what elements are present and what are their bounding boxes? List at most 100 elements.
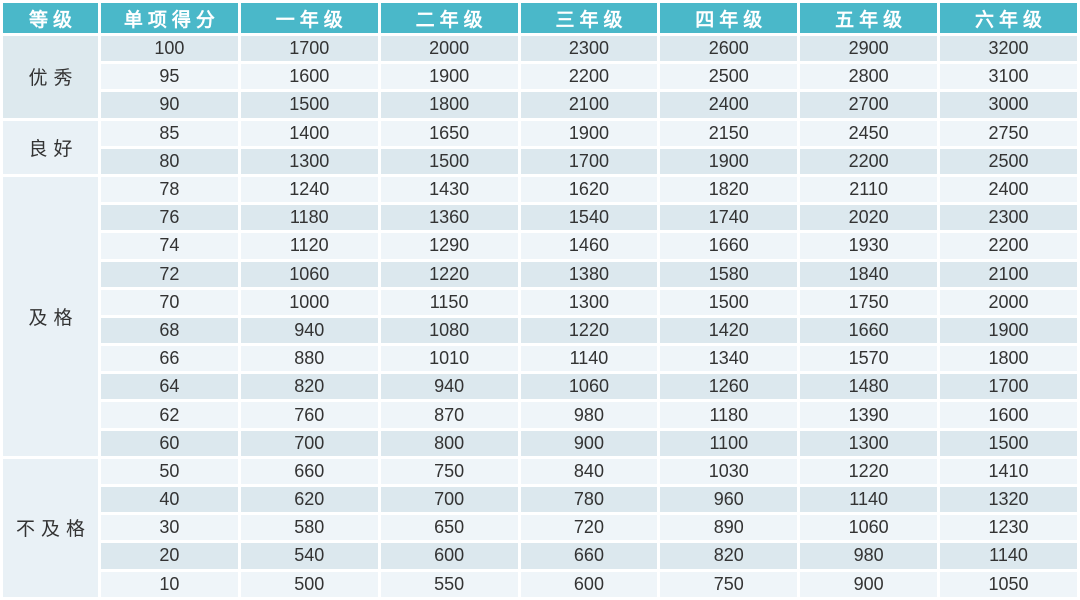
value-cell: 1900: [520, 120, 658, 146]
value-cell: 2750: [940, 120, 1077, 146]
table-row: 64 820 940 1060 1260 1480 1700: [3, 374, 1077, 400]
value-cell: 1700: [520, 148, 658, 174]
score-cell: 20: [101, 543, 238, 569]
table-row: 66 880 1010 1140 1340 1570 1800: [3, 346, 1077, 372]
value-cell: 660: [520, 543, 658, 569]
score-cell: 40: [101, 487, 238, 513]
value-cell: 660: [240, 458, 378, 484]
value-cell: 1410: [940, 458, 1077, 484]
value-cell: 900: [520, 430, 658, 456]
value-cell: 1800: [940, 346, 1077, 372]
value-cell: 1400: [240, 120, 378, 146]
value-cell: 1360: [380, 205, 518, 231]
column-header-5: 四年级: [660, 3, 798, 33]
value-cell: 550: [380, 571, 518, 597]
score-cell: 68: [101, 317, 238, 344]
value-cell: 1240: [240, 176, 378, 203]
value-cell: 820: [240, 374, 378, 400]
value-cell: 1340: [660, 346, 798, 372]
value-cell: 700: [380, 487, 518, 513]
column-header-7: 六年级: [940, 3, 1077, 33]
value-cell: 1600: [240, 64, 378, 90]
table-row: 优秀 100 1700 2000 2300 2600 2900 3200: [3, 36, 1077, 118]
value-cell: 1300: [240, 148, 378, 174]
value-cell: 1120: [240, 233, 378, 259]
score-cell: 10: [101, 571, 238, 597]
value-cell: 1460: [520, 233, 658, 259]
value-cell: 1700: [240, 36, 378, 62]
value-cell: 1030: [660, 458, 798, 484]
value-cell: 1500: [240, 92, 378, 118]
table-row: 良好 85 1400 1650 1900 2150 2450 2750: [3, 120, 1077, 174]
value-cell: 1840: [800, 261, 938, 287]
table-row: 70 1000 1150 1300 1500 1750 2000: [3, 289, 1077, 315]
score-cell: 62: [101, 402, 238, 428]
column-header-4: 三年级: [520, 3, 658, 33]
grade-label-cell: 良好: [3, 120, 98, 174]
table-row: 60 700 800 900 1100 1300 1500: [3, 430, 1077, 456]
value-cell: 2100: [940, 261, 1077, 287]
value-cell: 900: [800, 571, 938, 597]
table-row: 90 1500 1800 2100 2400 2700 3000: [3, 92, 1077, 118]
value-cell: 1700: [940, 374, 1077, 400]
value-cell: 750: [380, 458, 518, 484]
table-row: 80 1300 1500 1700 1900 2200 2500: [3, 148, 1077, 174]
column-header-6: 五年级: [800, 3, 938, 33]
value-cell: 1800: [380, 92, 518, 118]
value-cell: 1220: [800, 458, 938, 484]
value-cell: 1750: [800, 289, 938, 315]
score-cell: 100: [101, 36, 238, 62]
value-cell: 1930: [800, 233, 938, 259]
value-cell: 1260: [660, 374, 798, 400]
value-cell: 1420: [660, 317, 798, 344]
value-cell: 820: [660, 543, 798, 569]
value-cell: 1570: [800, 346, 938, 372]
value-cell: 1480: [800, 374, 938, 400]
value-cell: 540: [240, 543, 378, 569]
table-row: 20 540 600 660 820 980 1140: [3, 543, 1077, 569]
column-header-0: 等级: [3, 3, 98, 33]
value-cell: 1660: [660, 233, 798, 259]
value-cell: 1500: [940, 430, 1077, 456]
value-cell: 2300: [940, 205, 1077, 231]
value-cell: 1180: [660, 402, 798, 428]
table-row: 62 760 870 980 1180 1390 1600: [3, 402, 1077, 428]
value-cell: 2200: [520, 64, 658, 90]
value-cell: 1820: [660, 176, 798, 203]
value-cell: 960: [660, 487, 798, 513]
value-cell: 1300: [800, 430, 938, 456]
value-cell: 1900: [660, 148, 798, 174]
value-cell: 600: [380, 543, 518, 569]
table-row: 68 940 1080 1220 1420 1660 1900: [3, 317, 1077, 344]
value-cell: 1600: [940, 402, 1077, 428]
table-body: 优秀 100 1700 2000 2300 2600 2900 3200 95 1600 1900 2…: [3, 36, 1077, 597]
value-cell: 840: [520, 458, 658, 484]
value-cell: 2500: [940, 148, 1077, 174]
value-cell: 1650: [380, 120, 518, 146]
value-cell: 1390: [800, 402, 938, 428]
value-cell: 1320: [940, 487, 1077, 513]
score-cell: 66: [101, 346, 238, 372]
value-cell: 1900: [380, 64, 518, 90]
value-cell: 1740: [660, 205, 798, 231]
table-row: 及格 78 1240 1430 1620 1820 2110 2400: [3, 176, 1077, 456]
value-cell: 2200: [940, 233, 1077, 259]
value-cell: 2900: [800, 36, 938, 62]
value-cell: 3100: [940, 64, 1077, 90]
value-cell: 800: [380, 430, 518, 456]
table-row: 74 1120 1290 1460 1660 1930 2200: [3, 233, 1077, 259]
score-cell: 90: [101, 92, 238, 118]
value-cell: 2150: [660, 120, 798, 146]
grade-label-cell: 不及格: [3, 458, 98, 597]
value-cell: 890: [660, 515, 798, 541]
table-row: 10 500 550 600 750 900 1050: [3, 571, 1077, 597]
value-cell: 1290: [380, 233, 518, 259]
value-cell: 1140: [800, 487, 938, 513]
table-row: 95 1600 1900 2200 2500 2800 3100: [3, 64, 1077, 90]
value-cell: 1300: [520, 289, 658, 315]
value-cell: 700: [240, 430, 378, 456]
value-cell: 2400: [940, 176, 1077, 203]
value-cell: 1380: [520, 261, 658, 287]
value-cell: 1500: [380, 148, 518, 174]
